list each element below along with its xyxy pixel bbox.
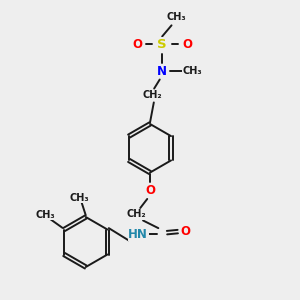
- Text: HN: HN: [128, 227, 148, 241]
- Text: N: N: [157, 65, 167, 78]
- Text: CH₂: CH₂: [142, 91, 162, 100]
- Text: O: O: [132, 38, 142, 51]
- Text: S: S: [157, 38, 167, 51]
- Text: O: O: [182, 38, 192, 51]
- Text: CH₃: CH₃: [166, 12, 186, 22]
- Text: CH₃: CH₃: [70, 193, 89, 203]
- Text: O: O: [180, 225, 190, 238]
- Text: CH₂: CH₂: [127, 209, 147, 219]
- Text: CH₃: CH₃: [35, 210, 55, 220]
- Text: CH₃: CH₃: [182, 66, 202, 76]
- Text: O: O: [145, 184, 155, 197]
